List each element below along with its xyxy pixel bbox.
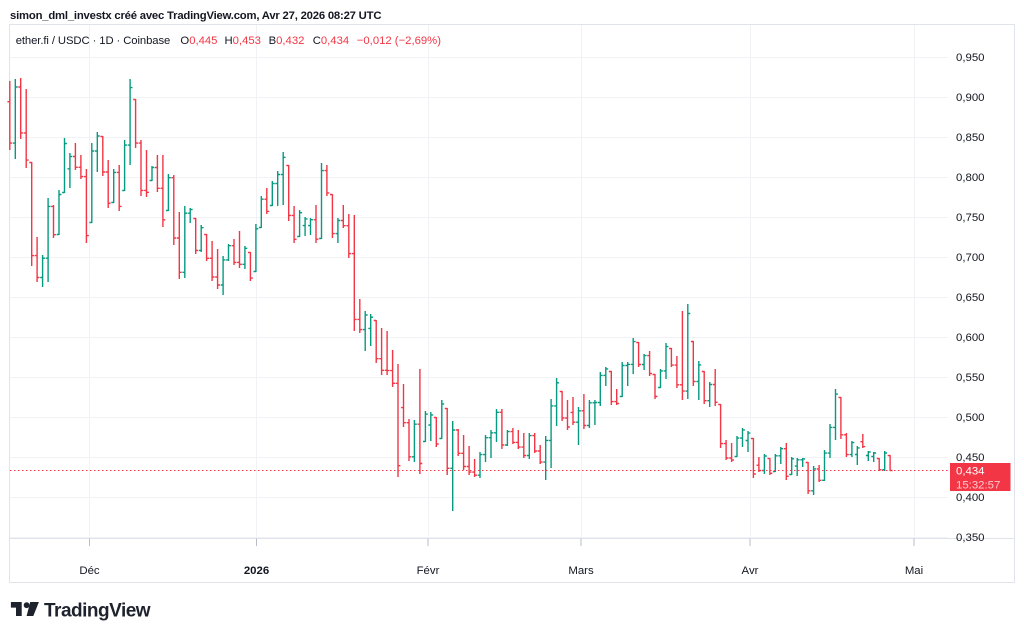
svg-text:TradingView: TradingView: [44, 601, 151, 622]
svg-text:0,750: 0,750: [956, 212, 985, 224]
svg-text:0,900: 0,900: [956, 92, 985, 104]
svg-text:0,450: 0,450: [956, 452, 985, 464]
svg-text:Avr: Avr: [742, 565, 759, 577]
svg-text:Mai: Mai: [905, 565, 923, 577]
svg-text:0,550: 0,550: [956, 372, 985, 384]
svg-text:0,950: 0,950: [956, 52, 985, 64]
svg-text:0,500: 0,500: [956, 412, 985, 424]
svg-text:0,700: 0,700: [956, 252, 985, 264]
svg-text:0,400: 0,400: [956, 492, 985, 504]
svg-text:2026: 2026: [244, 565, 269, 577]
svg-text:Déc: Déc: [79, 565, 100, 577]
svg-text:simon_dml_investx créé avec Tr: simon_dml_investx créé avec TradingView.…: [10, 10, 381, 22]
svg-text:15:32:57: 15:32:57: [956, 479, 1000, 491]
svg-text:0,800: 0,800: [956, 172, 985, 184]
svg-text:Mars: Mars: [568, 565, 594, 577]
svg-text:Févr: Févr: [417, 565, 440, 577]
svg-text:0,850: 0,850: [956, 132, 985, 144]
svg-text:0,434: 0,434: [956, 466, 985, 478]
svg-text:0,600: 0,600: [956, 332, 985, 344]
svg-text:0,650: 0,650: [956, 292, 985, 304]
svg-text:0,350: 0,350: [956, 532, 985, 544]
svg-text:ether.fi / USDC · 1D · Coinbas: ether.fi / USDC · 1D · Coinbase O0,445 H0,…: [16, 35, 441, 47]
